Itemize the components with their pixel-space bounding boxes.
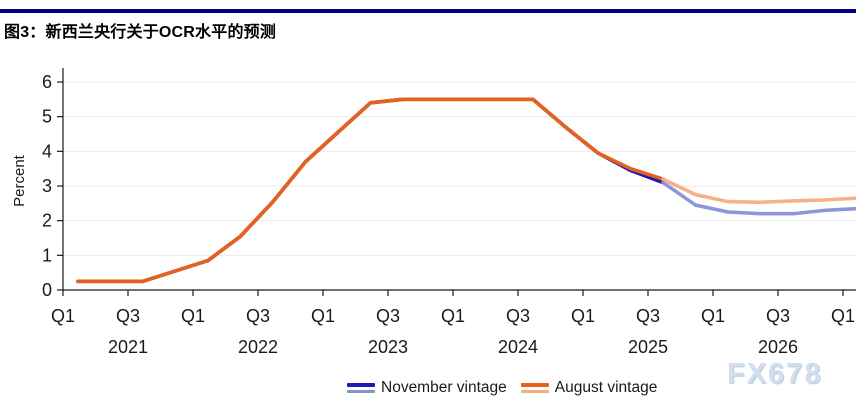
x-tick-label: Q1 (51, 306, 75, 326)
y-tick-label: 3 (42, 176, 52, 196)
x-tick-label: Q1 (441, 306, 465, 326)
year-label: 2026 (758, 337, 798, 357)
year-label: 2024 (498, 337, 538, 357)
top-divider-rule (0, 9, 856, 13)
y-axis-title: Percent (11, 154, 28, 207)
x-tick-label: Q3 (376, 306, 400, 326)
y-tick-label: 1 (42, 245, 52, 265)
x-tick-label: Q1 (831, 306, 855, 326)
series-line-november-forecast (661, 180, 856, 216)
x-tick-label: Q3 (246, 306, 270, 326)
year-label: 2023 (368, 337, 408, 357)
x-tick-label: Q1 (701, 306, 725, 326)
figure-title: 图3：新西兰央行关于OCR水平的预测 (4, 24, 277, 41)
year-label: 2025 (628, 337, 668, 357)
watermark-fx678: FX678 (727, 358, 823, 390)
x-tick-label: Q1 (311, 306, 335, 326)
august-line-marker-icon (520, 383, 549, 393)
x-tick-label: Q3 (116, 306, 140, 326)
year-label: 2021 (108, 337, 148, 357)
y-tick-label: 2 (42, 211, 52, 231)
november-line-marker-icon (347, 383, 375, 393)
legend-item-august: August vintage (520, 379, 658, 397)
chart-legend: November vintage August vintage (347, 379, 657, 397)
series-line-august-history (76, 97, 665, 284)
legend-label-august: August vintage (554, 379, 658, 396)
x-tick-label: Q3 (636, 306, 660, 326)
y-tick-label: 5 (42, 107, 52, 127)
y-tick-label: 6 (42, 72, 52, 92)
series-line-august-forecast (661, 177, 856, 205)
legend-label-november: November vintage (381, 379, 507, 396)
y-tick-label: 4 (42, 141, 52, 161)
x-tick-label: Q1 (571, 306, 595, 326)
legend-item-november: November vintage (347, 379, 507, 397)
x-tick-label: Q3 (766, 306, 790, 326)
year-label: 2022 (238, 337, 278, 357)
x-tick-label: Q1 (181, 306, 205, 326)
y-tick-label: 0 (42, 280, 52, 300)
series-line-november-history (76, 97, 665, 284)
x-tick-label: Q3 (506, 306, 530, 326)
